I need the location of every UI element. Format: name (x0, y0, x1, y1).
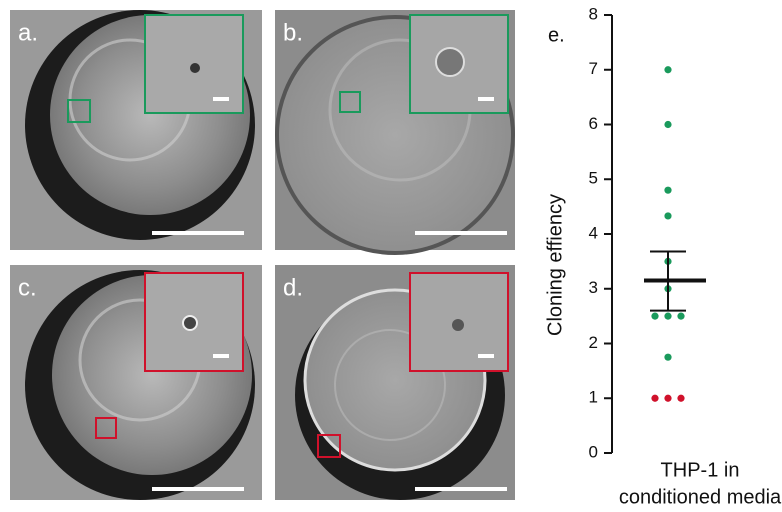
y-tick-label: 8 (589, 4, 598, 23)
data-point (664, 313, 671, 320)
y-tick-label: 7 (589, 59, 598, 78)
data-point (651, 313, 658, 320)
data-point (664, 121, 671, 128)
micrograph-a: a. (10, 10, 262, 250)
data-point (664, 66, 671, 73)
data-point (677, 313, 684, 320)
data-point (677, 395, 684, 402)
y-tick-label: 0 (589, 442, 598, 461)
panel-label: c. (18, 274, 37, 301)
x-axis-label: THP-1 in (661, 459, 740, 481)
data-point (664, 395, 671, 402)
data-point (664, 354, 671, 361)
y-axis-label: Cloning effiency (544, 194, 566, 336)
data-point (651, 395, 658, 402)
panel-label: b. (283, 19, 303, 46)
chart-title: e. (548, 24, 565, 46)
data-point (664, 187, 671, 194)
panel-label: a. (18, 19, 38, 46)
y-tick-label: 6 (589, 114, 598, 133)
x-axis-label: conditioned media (619, 486, 782, 508)
y-tick-label: 3 (589, 278, 598, 297)
figure: a. b. c. d. e. Clonin (0, 0, 782, 512)
micrograph-d: d. (275, 265, 515, 500)
y-tick-label: 5 (589, 169, 598, 188)
micrograph-b: b. (275, 10, 515, 253)
y-tick-label: 1 (589, 388, 598, 407)
micrograph-c: c. (10, 265, 262, 500)
data-point (664, 212, 671, 219)
y-tick-label: 4 (589, 223, 598, 242)
y-tick-label: 2 (589, 333, 598, 352)
panel-label: d. (283, 274, 303, 301)
